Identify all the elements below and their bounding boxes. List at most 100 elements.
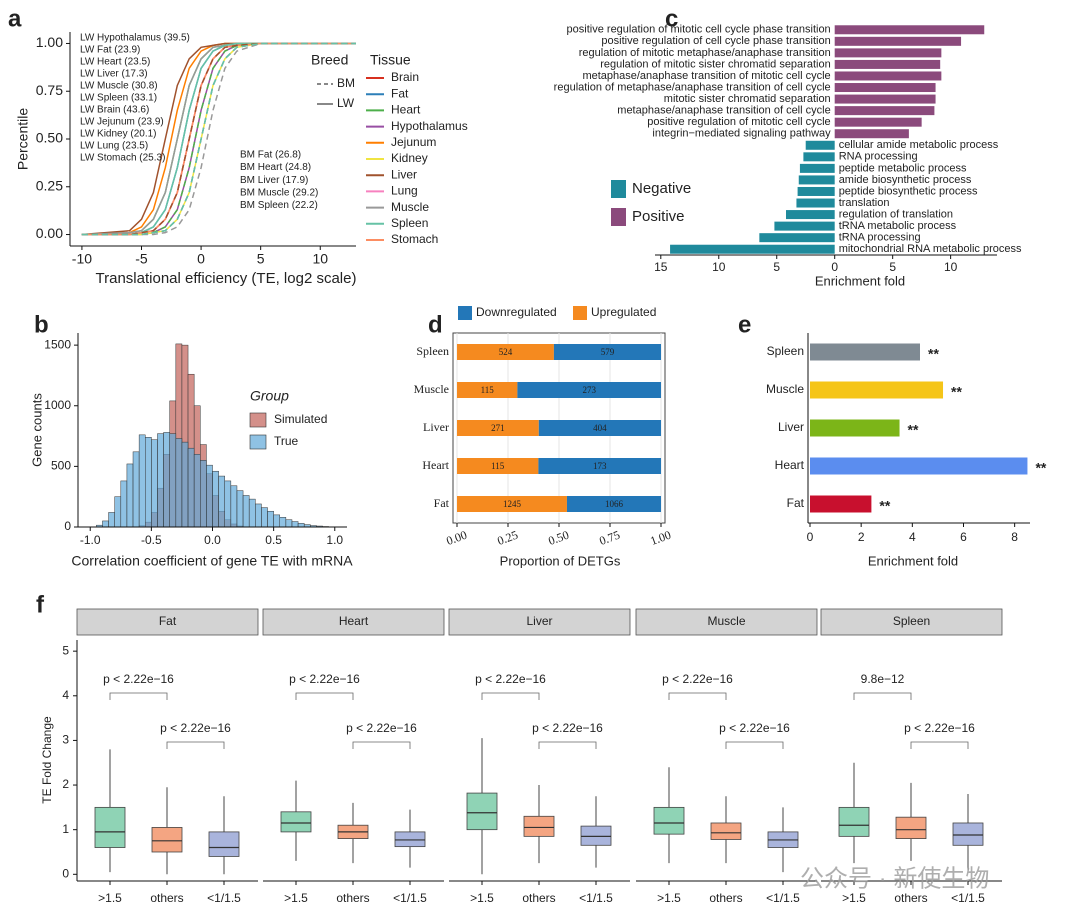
legend-label: Hypothalamus xyxy=(391,119,468,133)
annotation: LW Brain (43.6) xyxy=(80,105,149,116)
p-value: p < 2.22e−16 xyxy=(904,721,975,735)
bar xyxy=(810,419,900,437)
y-tick-label: 1 xyxy=(62,822,69,836)
histogram-bar xyxy=(132,451,140,528)
x-tick-label: 1.0 xyxy=(326,533,343,547)
annotation: BM Spleen (22.2) xyxy=(240,200,318,211)
p-value: p < 2.22e−16 xyxy=(719,721,790,735)
facet-title: Fat xyxy=(159,614,177,628)
histogram-bar xyxy=(163,432,170,528)
count-label: 524 xyxy=(499,347,513,357)
histogram-bar xyxy=(193,454,201,528)
bar xyxy=(834,129,909,139)
legend-label: Lung xyxy=(391,184,418,198)
x-axis-title: Enrichment fold xyxy=(815,273,905,288)
bar xyxy=(805,140,835,150)
x-axis-title: Enrichment fold xyxy=(868,553,958,568)
x-tick-label: 10 xyxy=(312,251,328,267)
bar xyxy=(798,175,835,185)
x-tick-label: others xyxy=(150,891,183,905)
bar-segment xyxy=(457,382,518,398)
category-label: mitochondrial RNA metabolic process xyxy=(839,243,1022,255)
histogram-bar xyxy=(279,517,287,528)
histogram-bar xyxy=(157,433,164,528)
legend-title: Tissue xyxy=(370,52,411,68)
histogram-bar xyxy=(255,503,262,528)
p-value: p < 2.22e−16 xyxy=(532,721,603,735)
comparison-bracket xyxy=(481,692,540,700)
category-label: metaphase/anaphase transition of mitotic… xyxy=(582,70,830,82)
panel-label: d xyxy=(428,311,443,338)
bar xyxy=(810,381,944,399)
panel-label: c xyxy=(665,5,678,32)
histogram-bar xyxy=(175,438,183,528)
p-value: 9.8e−12 xyxy=(861,672,905,686)
x-tick-label: 5 xyxy=(257,251,265,267)
legend-title: Breed xyxy=(311,52,348,68)
legend-label: Jejunum xyxy=(391,135,436,149)
y-tick-label: 3 xyxy=(62,733,69,747)
histogram-bar xyxy=(102,520,109,528)
significance-label: ** xyxy=(879,498,890,514)
box xyxy=(394,831,426,848)
bar xyxy=(834,25,985,35)
category-label: metaphase/anaphase transition of cell cy… xyxy=(617,105,830,117)
y-tick-label: 500 xyxy=(51,459,71,473)
comparison-bracket xyxy=(295,692,354,700)
legend-swatch xyxy=(611,180,626,198)
category-label: Fat xyxy=(787,496,805,510)
x-axis-title: Translational efficiency (TE, log2 scale… xyxy=(96,270,357,287)
category-label: translation xyxy=(839,197,890,209)
bar xyxy=(796,198,835,208)
category-label: RNA processing xyxy=(839,151,918,163)
x-tick-label: 5 xyxy=(889,260,896,274)
category-label: positive regulation of cell cycle phase … xyxy=(601,35,830,47)
cdf-line xyxy=(81,42,356,236)
legend-swatch xyxy=(249,434,267,450)
legend-title: Group xyxy=(250,388,289,404)
significance-label: ** xyxy=(951,384,962,400)
box xyxy=(151,827,183,853)
cdf-line xyxy=(81,42,356,236)
legend-label: Positive xyxy=(632,208,685,225)
count-label: 115 xyxy=(491,461,505,471)
histogram-bar xyxy=(114,496,122,528)
legend-label: BM xyxy=(337,76,355,90)
bar xyxy=(834,117,922,127)
panel-label: b xyxy=(34,311,49,338)
legend-label: Brain xyxy=(391,70,419,84)
legend-swatch xyxy=(249,412,267,428)
facet-title: Liver xyxy=(526,614,552,628)
box xyxy=(895,816,927,840)
category-label: Muscle xyxy=(414,382,449,396)
box xyxy=(466,792,498,831)
legend-label: Heart xyxy=(391,103,421,117)
category-label: peptide metabolic process xyxy=(839,162,967,174)
facet-strip xyxy=(76,608,259,636)
p-value: p < 2.22e−16 xyxy=(475,672,546,686)
x-tick-label: 0 xyxy=(807,530,814,544)
category-label: Spleen xyxy=(767,344,804,358)
x-tick-label: -10 xyxy=(72,251,92,267)
annotation: LW Stomach (25.3) xyxy=(80,153,165,164)
legend-swatch xyxy=(573,306,587,320)
x-axis-title: Proportion of DETGs xyxy=(500,553,621,568)
bar xyxy=(810,495,872,513)
category-label: integrin−mediated signaling pathway xyxy=(652,128,831,140)
legend-label: Downregulated xyxy=(476,305,557,319)
p-value: p < 2.22e−16 xyxy=(160,721,231,735)
y-tick-label: 2 xyxy=(62,777,69,791)
y-axis-title: Gene counts xyxy=(29,393,44,467)
x-tick-label: <1/1.5 xyxy=(207,891,241,905)
legend-label: Liver xyxy=(391,167,417,181)
annotation: LW Spleen (33.1) xyxy=(80,93,157,104)
category-label: amide biosynthetic process xyxy=(839,174,972,186)
category-label: cellular amide metabolic process xyxy=(839,139,999,151)
annotation: LW Hypothalamus (39.5) xyxy=(80,33,190,44)
category-label: Heart xyxy=(422,458,449,472)
x-axis-title: Correlation coefficient of gene TE with … xyxy=(71,553,353,569)
bar-segment xyxy=(517,382,661,398)
count-label: 1066 xyxy=(605,499,624,509)
histogram-bar xyxy=(261,507,268,528)
histogram-bar xyxy=(181,441,189,528)
